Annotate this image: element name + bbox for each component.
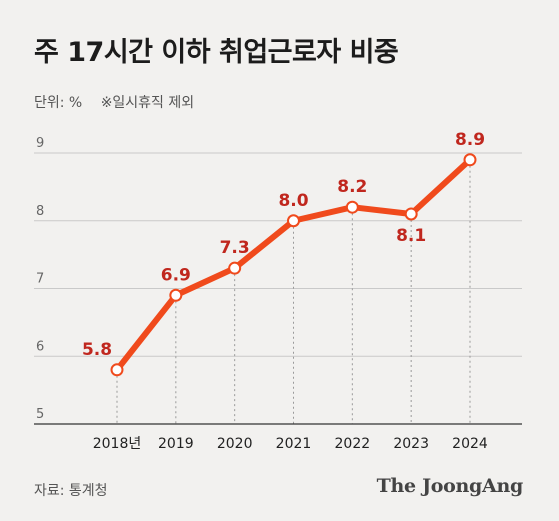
x-tick-label: 2018년 bbox=[93, 436, 142, 452]
grid-lines bbox=[34, 152, 522, 357]
data-points bbox=[110, 153, 477, 377]
data-label: 5.8 bbox=[82, 340, 112, 360]
x-tick-label: 2024 bbox=[452, 436, 488, 452]
x-tick-label: 2020 bbox=[217, 436, 253, 452]
x-tick-label: 2022 bbox=[335, 436, 371, 452]
y-tick-labels: 5 6 7 8 9 bbox=[36, 136, 44, 422]
data-label: 8.1 bbox=[396, 226, 426, 246]
y-tick-label: 7 bbox=[36, 272, 44, 287]
drop-lines bbox=[116, 165, 471, 424]
unit-row: 단위: % ※일시휴직 제외 bbox=[34, 92, 194, 112]
unit-note: ※일시휴직 제외 bbox=[100, 95, 195, 111]
data-point bbox=[463, 153, 477, 167]
data-label: 6.9 bbox=[161, 265, 191, 285]
data-label: 7.3 bbox=[220, 238, 250, 258]
data-label: 8.9 bbox=[455, 130, 485, 150]
x-tick-label: 2021 bbox=[276, 436, 312, 452]
y-tick-label: 5 bbox=[36, 407, 44, 422]
brand-logo: The JoongAng bbox=[376, 475, 524, 497]
data-point bbox=[169, 288, 183, 302]
x-tick-labels: 2018년 2019 2020 2021 2022 2023 2024 bbox=[93, 436, 488, 452]
data-point bbox=[345, 200, 359, 214]
data-point bbox=[228, 261, 242, 275]
y-tick-label: 9 bbox=[36, 136, 44, 151]
x-tick-label: 2019 bbox=[158, 436, 194, 452]
data-point bbox=[404, 207, 418, 221]
data-label: 8.2 bbox=[337, 177, 367, 197]
data-label: 8.0 bbox=[278, 191, 308, 211]
chart-title: 주 17시간 이하 취업근로자 비중 bbox=[34, 37, 399, 68]
source-note: 자료: 통계청 bbox=[34, 483, 108, 499]
data-labels: 5.8 6.9 7.3 8.0 8.2 8.1 8.9 bbox=[82, 130, 485, 360]
data-point bbox=[287, 214, 300, 228]
x-tick-label: 2023 bbox=[393, 436, 429, 452]
unit-label: 단위: % bbox=[34, 95, 83, 111]
data-point bbox=[110, 363, 124, 377]
y-tick-label: 6 bbox=[36, 339, 44, 354]
y-tick-label: 8 bbox=[36, 204, 44, 219]
